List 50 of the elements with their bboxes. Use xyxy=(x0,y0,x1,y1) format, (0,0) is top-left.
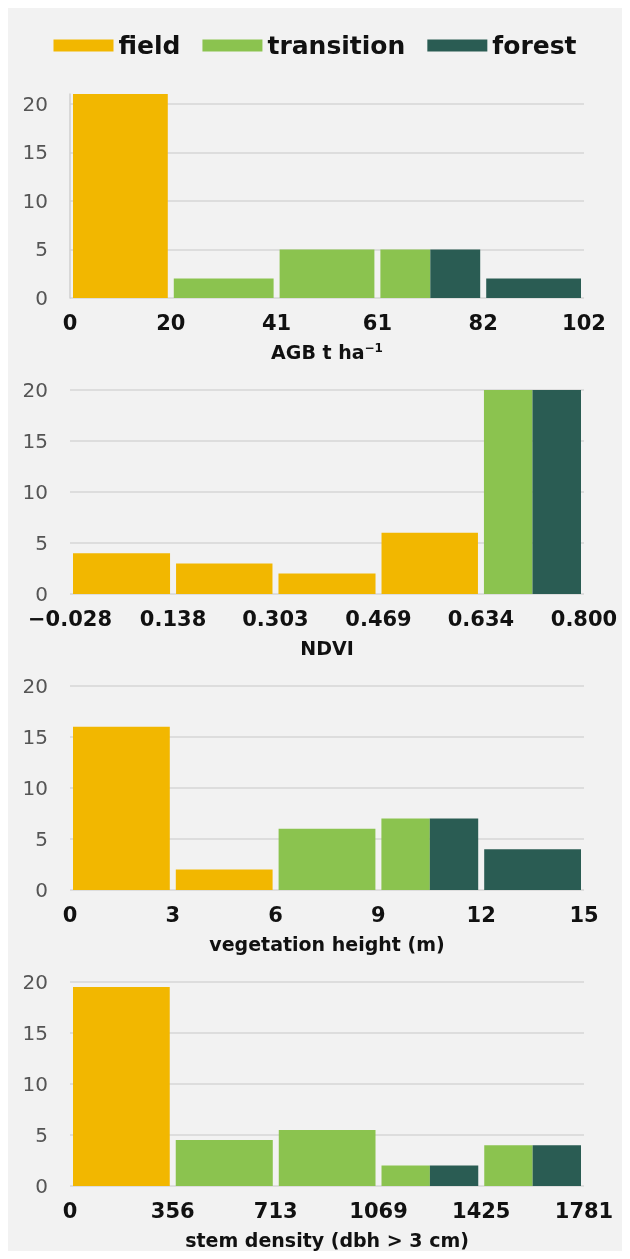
y-tick-label: 15 xyxy=(22,140,48,165)
y-tick-label: 15 xyxy=(22,725,48,749)
x-tick-label: 41 xyxy=(261,310,292,335)
x-tick-label: 0 xyxy=(62,902,78,927)
y-tick-label: 0 xyxy=(35,878,48,902)
y-tick-label: 20 xyxy=(22,91,48,116)
x-tick-label: 0 xyxy=(62,310,78,335)
y-tick-label: 5 xyxy=(35,827,48,851)
y-tick-label: 10 xyxy=(22,480,48,504)
y-tick-label: 5 xyxy=(35,237,48,262)
x-tick-label: 1069 xyxy=(349,1198,408,1223)
x-tick-label: 12 xyxy=(466,902,496,927)
x-tick-label: 0.800 xyxy=(550,606,618,631)
y-tick-label: 15 xyxy=(22,1021,48,1045)
x-tick-label: 0.469 xyxy=(345,606,412,631)
y-tick-label: 5 xyxy=(35,531,48,555)
legend-label: forest xyxy=(492,31,577,60)
legend-label: field xyxy=(118,31,181,60)
x-tick-label: 0 xyxy=(62,1198,78,1223)
y-tick-label: 20 xyxy=(22,674,48,698)
x-tick-label: 1425 xyxy=(452,1198,511,1223)
x-axis-title: stem density (dbh > 3 cm) xyxy=(185,1228,469,1251)
x-tick-label: 356 xyxy=(150,1198,195,1223)
y-tick-label: 20 xyxy=(22,378,48,402)
x-tick-label: 15 xyxy=(569,902,599,927)
y-tick-label: 10 xyxy=(22,188,48,213)
y-tick-label: 0 xyxy=(35,582,48,606)
legend-label: transition xyxy=(267,31,406,60)
x-axis-title: vegetation height (m) xyxy=(209,932,445,955)
y-tick-label: 20 xyxy=(22,970,48,994)
x-axis-title: NDVI xyxy=(300,636,354,659)
x-tick-label: 0.303 xyxy=(242,606,309,631)
x-tick-label: 0.138 xyxy=(139,606,207,631)
x-tick-label: 102 xyxy=(562,310,606,335)
y-tick-label: 0 xyxy=(35,1174,48,1198)
x-tick-label: 3 xyxy=(165,902,181,927)
x-tick-label: −0.028 xyxy=(27,606,113,631)
x-tick-label: 82 xyxy=(468,310,498,335)
y-tick-label: 15 xyxy=(22,429,48,453)
x-tick-label: 713 xyxy=(253,1198,298,1223)
x-tick-label: 6 xyxy=(268,902,283,927)
x-tick-label: 9 xyxy=(371,902,386,927)
y-tick-label: 10 xyxy=(22,776,48,800)
y-tick-label: 5 xyxy=(35,1123,48,1147)
x-tick-label: 0.634 xyxy=(447,606,515,631)
y-tick-label: 10 xyxy=(22,1072,48,1096)
x-tick-label: 61 xyxy=(362,310,393,335)
y-tick-label: 0 xyxy=(35,286,48,310)
x-tick-label: 1781 xyxy=(554,1198,614,1223)
x-tick-label: 20 xyxy=(156,310,186,335)
